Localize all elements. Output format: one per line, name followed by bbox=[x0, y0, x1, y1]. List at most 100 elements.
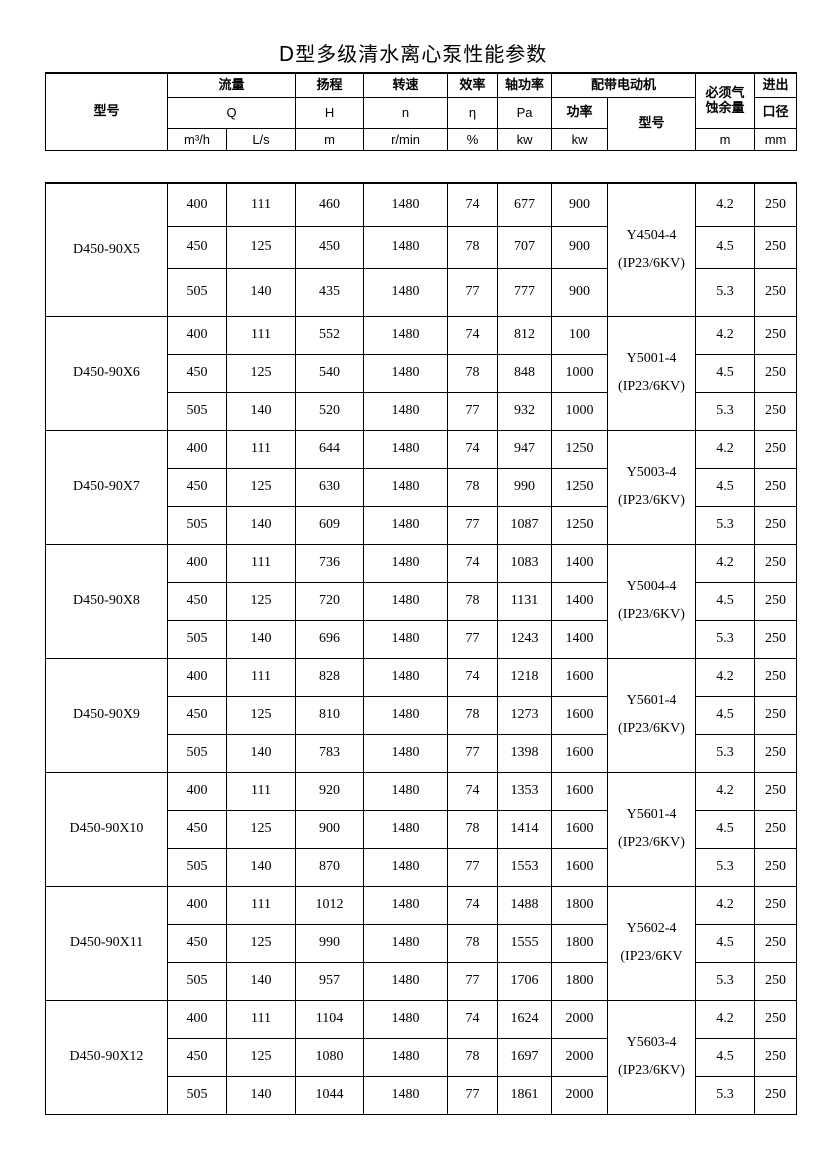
shaft-power-cell: 1488 bbox=[497, 885, 552, 925]
speed-cell: 1480 bbox=[363, 619, 448, 659]
efficiency-cell: 78 bbox=[447, 923, 498, 963]
motor-power-cell: 1250 bbox=[551, 505, 608, 545]
npsh-cell: 5.3 bbox=[695, 961, 755, 1001]
head-unit: m bbox=[295, 127, 365, 151]
flow-m3h-cell: 450 bbox=[167, 225, 227, 269]
flow-ls-cell: 140 bbox=[226, 267, 296, 317]
diameter-cell: 250 bbox=[754, 695, 797, 735]
shaft-power-cell: 1706 bbox=[497, 961, 552, 1001]
motor-model: Y5004-4 bbox=[626, 579, 677, 594]
motor-model-cell: Y5001-4 (IP23/6KV) bbox=[607, 315, 696, 431]
table-row: D450-90X6 400 111 552 1480 74 812 100 Y5001-4 (IP… bbox=[45, 315, 797, 431]
page-title: D型多级清水离心泵性能参数 bbox=[278, 42, 548, 66]
diameter-cell: 250 bbox=[754, 923, 797, 963]
eff-unit: % bbox=[447, 127, 499, 151]
shaft-power-cell: 1398 bbox=[497, 733, 552, 773]
flow-m3h-cell: 400 bbox=[167, 885, 227, 925]
flow-ls-cell: 111 bbox=[226, 657, 296, 697]
motor-power-cell: 1800 bbox=[551, 961, 608, 1001]
table-row: 450 125 1080 1480 78 1697 2000 4.5 250 bbox=[46, 1037, 797, 1077]
speed-cell: 1480 bbox=[363, 885, 448, 925]
table-row: 450 125 720 1480 78 1131 1400 4.5 250 bbox=[46, 581, 797, 621]
head-cell: 957 bbox=[295, 961, 364, 1001]
shaft-power-cell: 707 bbox=[497, 225, 552, 269]
motor-model: Y5603-4 bbox=[626, 1035, 677, 1050]
flow-m3h-cell: 505 bbox=[167, 1075, 227, 1115]
flow-m3h-cell: 505 bbox=[167, 505, 227, 545]
motor-model: Y5601-4 bbox=[626, 807, 677, 822]
flow-m3h-cell: 400 bbox=[167, 543, 227, 583]
flow-ls-cell: 111 bbox=[226, 885, 296, 925]
npsh-cell: 4.2 bbox=[695, 543, 755, 583]
npsh-cell: 4.2 bbox=[695, 315, 755, 355]
table-row: 505 140 783 1480 77 1398 1600 5.3 250 bbox=[46, 733, 797, 773]
speed-cell: 1480 bbox=[363, 923, 448, 963]
model-cell: D450-90X12 bbox=[45, 999, 168, 1115]
head-cell: 520 bbox=[295, 391, 364, 431]
diameter-cell: 250 bbox=[754, 733, 797, 773]
head-cell: 450 bbox=[295, 225, 364, 269]
motor-spec: (IP23/6KV) bbox=[618, 721, 685, 736]
motor-power-cell: 1400 bbox=[551, 619, 608, 659]
head-cell: 435 bbox=[295, 267, 364, 317]
flow-m3h-cell: 505 bbox=[167, 961, 227, 1001]
shaft-power-cell: 677 bbox=[497, 182, 552, 227]
efficiency-cell: 74 bbox=[447, 771, 498, 811]
flow-ls-cell: 140 bbox=[226, 619, 296, 659]
motor-model: Y5602-4 bbox=[626, 921, 677, 936]
motor-model-cell: Y5601-4 (IP23/6KV) bbox=[607, 657, 696, 773]
speed-symbol: n bbox=[363, 96, 449, 129]
motor-model-cell: Y5601-4 (IP23/6KV) bbox=[607, 771, 696, 887]
npsh-cell: 4.2 bbox=[695, 657, 755, 697]
flow-ls-cell: 140 bbox=[226, 961, 296, 1001]
table-row: 505 140 520 1480 77 932 1000 5.3 250 bbox=[46, 391, 797, 431]
col-eff: 效率 bbox=[447, 72, 499, 98]
head-cell: 736 bbox=[295, 543, 364, 583]
diameter-cell: 250 bbox=[754, 315, 797, 355]
model-cell: D450-90X10 bbox=[45, 771, 168, 887]
shaft-power-cell: 812 bbox=[497, 315, 552, 355]
table-row: 450 125 630 1480 78 990 1250 4.5 250 bbox=[46, 467, 797, 507]
flow-m3h-cell: 450 bbox=[167, 809, 227, 849]
diameter-cell: 250 bbox=[754, 182, 797, 227]
motor-power-cell: 1600 bbox=[551, 847, 608, 887]
npsh-cell: 5.3 bbox=[695, 847, 755, 887]
model-cell: D450-90X8 bbox=[45, 543, 168, 659]
flow-ls-cell: 111 bbox=[226, 182, 296, 227]
motor-power-cell: 2000 bbox=[551, 1075, 608, 1115]
flow-ls-cell: 125 bbox=[226, 225, 296, 269]
flow-unit-ls: L/s bbox=[225, 127, 297, 151]
npsh-line1: 必须气 bbox=[705, 85, 745, 101]
table-row: 505 140 696 1480 77 1243 1400 5.3 250 bbox=[46, 619, 797, 659]
motor-model: Y4504-4 bbox=[626, 227, 677, 243]
diameter-cell: 250 bbox=[754, 429, 797, 469]
motor-power-cell: 2000 bbox=[551, 1037, 608, 1077]
flow-m3h-cell: 400 bbox=[167, 429, 227, 469]
flow-ls-cell: 125 bbox=[226, 809, 296, 849]
npsh-cell: 4.5 bbox=[695, 923, 755, 963]
head-cell: 1044 bbox=[295, 1075, 364, 1115]
head-cell: 1080 bbox=[295, 1037, 364, 1077]
model-cell: D450-90X11 bbox=[45, 885, 168, 1001]
motor-power-cell: 1250 bbox=[551, 467, 608, 507]
efficiency-cell: 74 bbox=[447, 315, 498, 355]
shaft-power-cell: 1218 bbox=[497, 657, 552, 697]
npsh-cell: 4.2 bbox=[695, 885, 755, 925]
speed-cell: 1480 bbox=[363, 733, 448, 773]
head-cell: 644 bbox=[295, 429, 364, 469]
motor-spec: (IP23/6KV) bbox=[618, 607, 685, 622]
motor-model: Y5001-4 bbox=[626, 351, 677, 366]
speed-cell: 1480 bbox=[363, 467, 448, 507]
efficiency-cell: 78 bbox=[447, 809, 498, 849]
head-symbol: H bbox=[295, 96, 365, 129]
speed-cell: 1480 bbox=[363, 429, 448, 469]
efficiency-cell: 77 bbox=[447, 1075, 498, 1115]
head-cell: 609 bbox=[295, 505, 364, 545]
flow-m3h-cell: 400 bbox=[167, 999, 227, 1039]
efficiency-cell: 78 bbox=[447, 1037, 498, 1077]
table-row: 450 125 540 1480 78 848 1000 4.5 250 bbox=[46, 353, 797, 393]
flow-unit-m3h: m³/h bbox=[167, 127, 227, 151]
efficiency-cell: 78 bbox=[447, 353, 498, 393]
dia-label: 口径 bbox=[754, 96, 798, 129]
flow-m3h-cell: 400 bbox=[167, 771, 227, 811]
